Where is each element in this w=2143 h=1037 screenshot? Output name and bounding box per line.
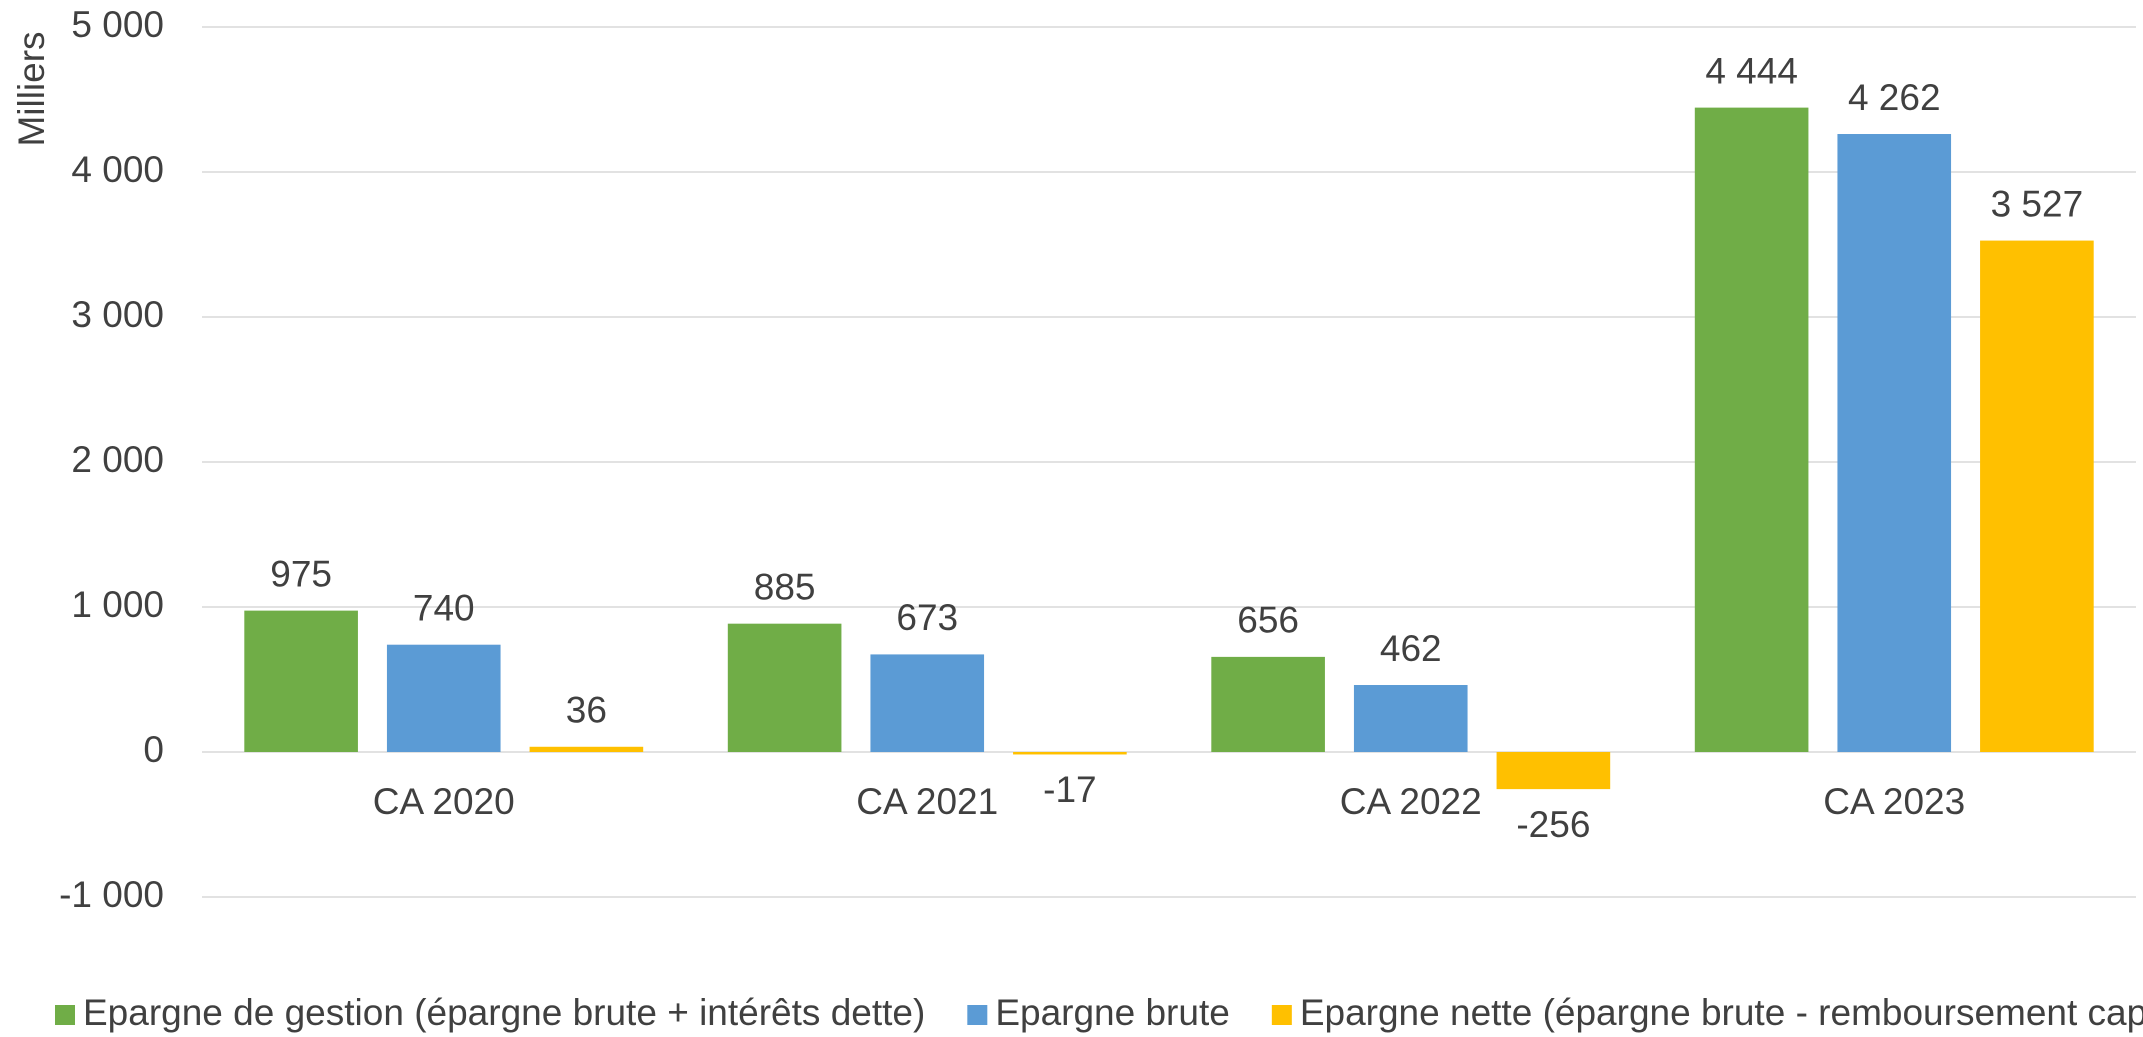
data-label: -17 [1043, 769, 1096, 810]
y-axis-label: Milliers [11, 31, 52, 146]
bar [1211, 656, 1325, 752]
legend-swatch [967, 1005, 988, 1025]
bar [1694, 107, 1809, 753]
data-label: 740 [413, 587, 475, 628]
x-tick-label: CA 2022 [1340, 781, 1482, 822]
x-tick-label: CA 2020 [373, 781, 515, 822]
bar [244, 610, 358, 752]
data-label: 885 [754, 566, 816, 607]
y-tick-label: 5 000 [71, 4, 164, 45]
data-label: 4 262 [1848, 77, 1941, 118]
legend-swatch [1271, 1005, 1292, 1025]
y-tick-label: 0 [143, 729, 164, 770]
data-label: 4 444 [1705, 50, 1798, 91]
x-tick-label: CA 2023 [1823, 781, 1965, 822]
data-label: 462 [1380, 628, 1442, 669]
y-tick-label: 2 000 [71, 439, 164, 480]
data-label: 36 [566, 690, 607, 731]
legend-label: Epargne brute [995, 992, 1230, 1033]
legend-label: Epargne de gestion (épargne brute + inté… [83, 992, 925, 1033]
data-label: -256 [1516, 804, 1590, 845]
bar [870, 654, 985, 752]
y-tick-label: 3 000 [71, 294, 164, 335]
bar [1980, 240, 2094, 752]
bar [1013, 752, 1127, 755]
x-tick-label: CA 2021 [856, 781, 998, 822]
bar [727, 623, 842, 752]
data-label: 656 [1237, 600, 1299, 641]
data-label: 673 [896, 597, 958, 638]
bar [1837, 134, 1952, 752]
bar [386, 644, 501, 752]
legend-swatch [55, 1005, 75, 1025]
y-tick-label: 4 000 [71, 149, 164, 190]
bar [529, 746, 644, 752]
legend-label: Epargne nette (épargne brute - rembourse… [1300, 992, 2143, 1033]
bar [1496, 752, 1611, 790]
y-tick-label: 1 000 [71, 584, 164, 625]
y-tick-label: -1 000 [59, 874, 164, 915]
data-label: 975 [270, 553, 332, 594]
data-label: 3 527 [1991, 183, 2084, 224]
bar [1353, 685, 1468, 752]
